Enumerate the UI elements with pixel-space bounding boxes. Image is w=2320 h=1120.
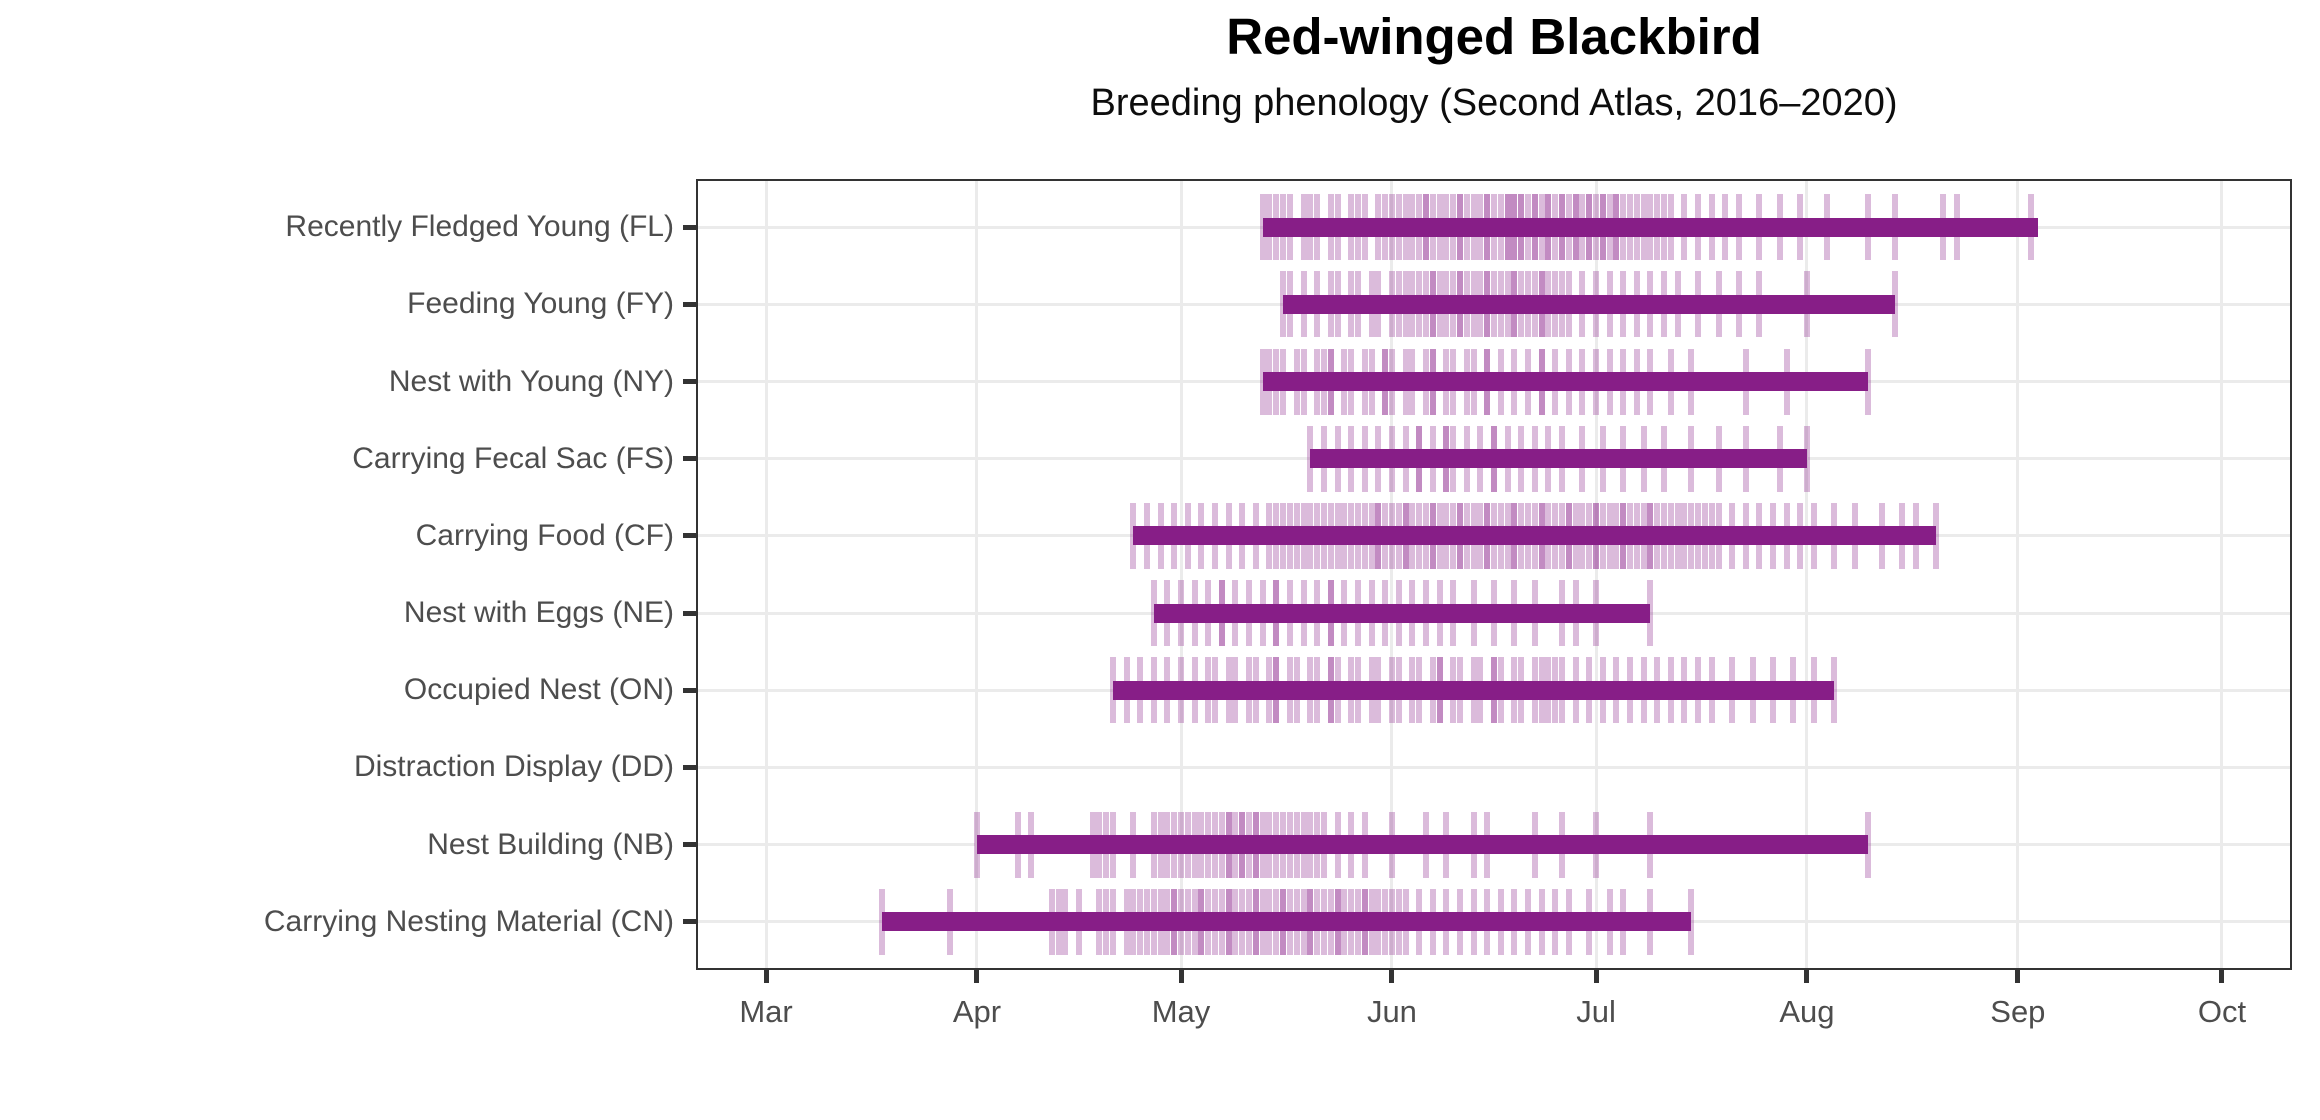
observation-tick xyxy=(1831,657,1838,724)
x-axis-label: May xyxy=(1151,994,1211,1029)
phenology-range-bar xyxy=(1153,603,1651,623)
month-gridline xyxy=(2016,181,2020,968)
month-gridline xyxy=(1594,181,1598,968)
phenology-range-bar xyxy=(1113,680,1835,700)
observation-tick xyxy=(1892,271,1899,338)
y-axis-label: Nest with Eggs (NE) xyxy=(403,596,674,630)
month-gridline xyxy=(1805,181,1809,968)
observation-tick xyxy=(1647,580,1654,647)
y-axis-label: Nest Building (NB) xyxy=(427,827,674,861)
y-axis-label: Distraction Display (DD) xyxy=(353,750,674,784)
x-axis-tick xyxy=(763,969,769,983)
observation-tick xyxy=(1865,348,1872,415)
month-gridline xyxy=(1390,181,1394,968)
phenology-range-bar xyxy=(1262,217,2039,237)
x-axis-tick xyxy=(1389,969,1395,983)
y-axis-label: Feeding Young (FY) xyxy=(407,287,674,321)
y-axis-tick xyxy=(683,379,697,385)
category-gridline xyxy=(698,765,2290,769)
phenology-range-bar xyxy=(976,835,1869,855)
month-gridline xyxy=(764,181,768,968)
y-axis-tick xyxy=(683,610,697,616)
plot-panel xyxy=(698,181,2290,968)
x-axis-label: Aug xyxy=(1779,994,1835,1029)
phenology-range-bar xyxy=(1262,372,1869,392)
x-axis-label: Jun xyxy=(1366,994,1417,1029)
chart-subtitle: Breeding phenology (Second Atlas, 2016–2… xyxy=(1090,81,1898,124)
x-axis-label: Apr xyxy=(952,994,1002,1029)
y-axis-label: Carrying Food (CF) xyxy=(415,518,674,552)
y-axis-label: Recently Fledged Young (FL) xyxy=(285,210,674,244)
y-axis-tick xyxy=(683,687,697,693)
phenology-range-bar xyxy=(1310,449,1807,469)
y-axis-label: Occupied Nest (ON) xyxy=(403,673,674,707)
x-axis-label: Jul xyxy=(1576,994,1616,1029)
y-axis-tick xyxy=(683,533,697,539)
phenology-range-bar xyxy=(1133,526,1937,546)
y-axis-tick xyxy=(683,456,697,462)
x-axis-tick xyxy=(2015,969,2021,983)
y-axis-label: Carrying Fecal Sac (FS) xyxy=(352,441,674,475)
x-axis-tick xyxy=(2219,969,2225,983)
phenology-range-bar xyxy=(881,912,1692,932)
y-axis-tick xyxy=(683,301,697,307)
x-axis-tick xyxy=(1178,969,1184,983)
x-axis-tick xyxy=(1593,969,1599,983)
observation-tick xyxy=(1803,425,1810,492)
month-gridline xyxy=(1179,181,1183,968)
y-axis-label: Nest with Young (NY) xyxy=(388,364,674,398)
y-axis-tick xyxy=(683,842,697,848)
y-axis-tick xyxy=(683,224,697,230)
observation-tick xyxy=(1933,502,1940,569)
x-axis-tick xyxy=(1804,969,1810,983)
y-axis-tick xyxy=(683,764,697,770)
y-axis-tick xyxy=(683,919,697,925)
observation-tick xyxy=(1688,888,1695,955)
x-axis-label: Oct xyxy=(2197,994,2247,1029)
x-axis-tick xyxy=(974,969,980,983)
x-axis-label: Mar xyxy=(739,994,793,1029)
title-block: Red-winged Blackbird Breeding phenology … xyxy=(698,0,2290,126)
month-gridline xyxy=(975,181,979,968)
x-axis-label: Sep xyxy=(1990,994,2046,1029)
month-gridline xyxy=(2220,181,2224,968)
phenology-range-bar xyxy=(1283,294,1896,314)
chart-title: Red-winged Blackbird xyxy=(1226,8,1762,65)
y-axis-label: Carrying Nesting Material (CN) xyxy=(263,904,674,938)
observation-tick xyxy=(1865,811,1872,878)
